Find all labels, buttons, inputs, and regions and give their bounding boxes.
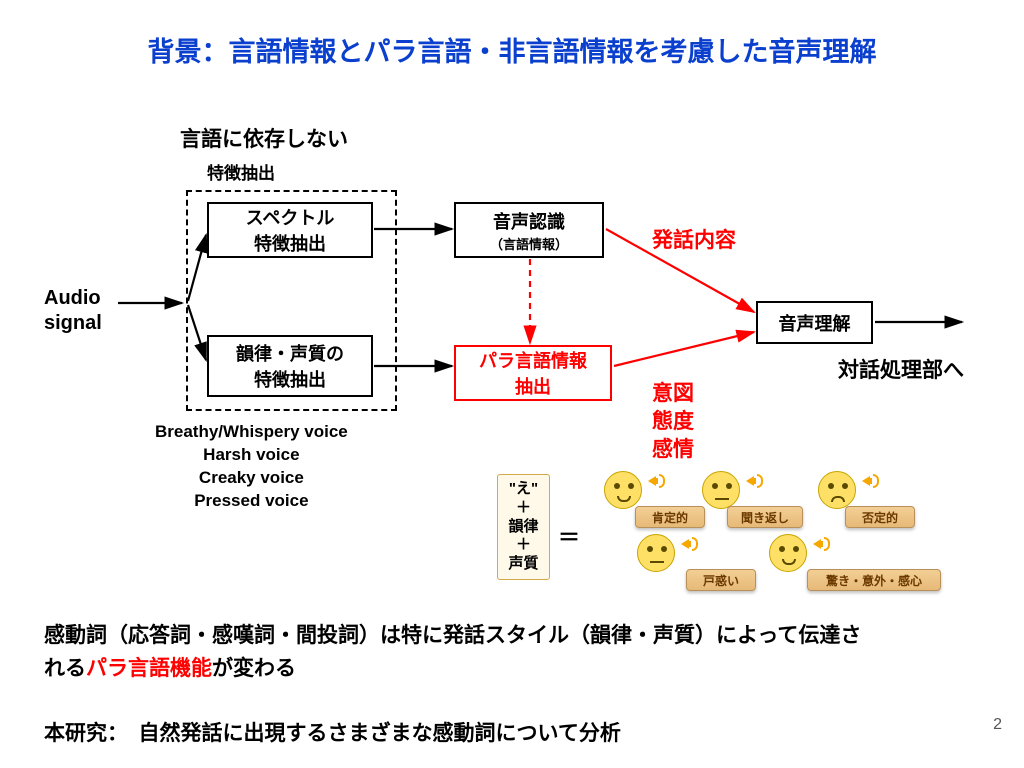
label-utterance: 発話内容	[652, 224, 736, 254]
box-spectral-l2: 特徴抽出	[254, 230, 326, 256]
formula-line: 声質	[498, 555, 549, 574]
emotion-pill: 聞き返し	[727, 506, 803, 528]
bottom-paragraph: 感動詞（応答詞・感嘆詞・間投詞）は特に発話スタイル（韻律・声質）によって伝達さ …	[44, 620, 861, 750]
page-number: 2	[993, 716, 1002, 734]
voice-list-line: Breathy/Whispery voice	[155, 421, 348, 444]
box-prosody: 韻律・声質の 特徴抽出	[207, 335, 373, 397]
face-icon	[769, 534, 807, 572]
voice-list-line: Creaky voice	[155, 467, 348, 490]
slide-title: 背景：言語情報とパラ言語・非言語情報を考慮した音声理解	[0, 30, 1024, 69]
label-emotion: 感情	[652, 433, 694, 463]
label-feat-ext: 特徴抽出	[207, 159, 275, 184]
formula-line: "え"	[498, 480, 549, 499]
voice-list-line: Pressed voice	[155, 490, 348, 513]
voice-list-line: Harsh voice	[155, 444, 348, 467]
bottom-l2a: れる	[44, 657, 86, 680]
box-spectral: スペクトル 特徴抽出	[207, 202, 373, 258]
face-icon	[702, 471, 740, 509]
box-understanding: 音声理解	[756, 301, 873, 344]
box-prosody-l2: 特徴抽出	[254, 366, 326, 392]
box-und-l1: 音声理解	[779, 310, 851, 336]
box-asr-l2: （言語情報）	[490, 234, 568, 253]
label-audio2: signal	[44, 312, 102, 335]
box-asr: 音声認識 （言語情報）	[454, 202, 604, 258]
face-icon	[818, 471, 856, 509]
label-lang-indep: 言語に依存しない	[180, 123, 348, 153]
speaker-icon	[862, 474, 880, 488]
label-intent: 意図	[652, 377, 694, 407]
box-prosody-l1: 韻律・声質の	[236, 340, 344, 366]
equals-sign: ＝	[558, 520, 580, 552]
speaker-icon	[746, 474, 764, 488]
box-para-l2: 抽出	[515, 373, 551, 399]
face-icon	[637, 534, 675, 572]
emotion-pill: 驚き・意外・感心	[807, 569, 941, 591]
bottom-l1: 感動詞（応答詞・感嘆詞・間投詞）は特に発話スタイル（韻律・声質）によって伝達さ	[44, 624, 861, 647]
emotion-pill: 否定的	[845, 506, 915, 528]
box-paralinguistic: パラ言語情報 抽出	[454, 345, 612, 401]
voice-quality-list: Breathy/Whispery voiceHarsh voiceCreaky …	[155, 421, 348, 513]
bottom-l2b: パラ言語機能	[86, 657, 212, 680]
formula-line: 韻律	[498, 518, 549, 537]
label-dialog: 対話処理部へ	[838, 354, 964, 384]
speaker-icon	[681, 537, 699, 551]
formula-line: ＋	[498, 499, 549, 518]
emotion-pill: 戸惑い	[686, 569, 756, 591]
box-para-l1: パラ言語情報	[479, 347, 587, 373]
formula-box: "え"＋韻律＋声質	[497, 474, 550, 580]
face-icon	[604, 471, 642, 509]
speaker-icon	[648, 474, 666, 488]
label-attitude: 態度	[652, 405, 694, 435]
speaker-icon	[813, 537, 831, 551]
slide-title-text: 背景：言語情報とパラ言語・非言語情報を考慮した音声理解	[148, 37, 877, 67]
bottom-l2c: が変わる	[212, 657, 296, 680]
bottom-l4: 本研究： 自然発話に出現するさまざまな感動詞について分析	[44, 722, 621, 745]
box-spectral-l1: スペクトル	[246, 204, 335, 230]
emotion-pill: 肯定的	[635, 506, 705, 528]
box-asr-l1: 音声認識	[493, 208, 565, 234]
label-audio1: Audio	[44, 287, 101, 310]
formula-line: ＋	[498, 536, 549, 555]
